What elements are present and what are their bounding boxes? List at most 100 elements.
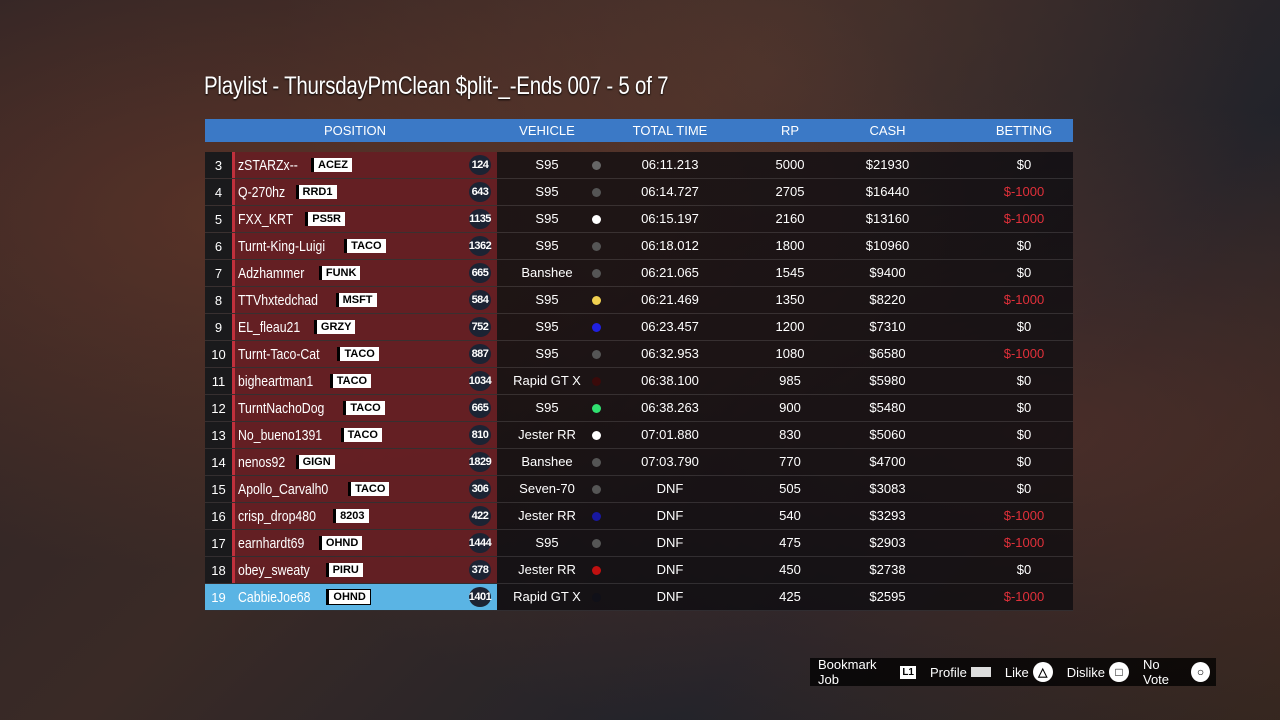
player-panel[interactable]: Turnt-King-Luigi TACO 1362 (232, 233, 497, 259)
betting: $0 (1016, 319, 1032, 334)
table-row[interactable]: 6 Turnt-King-Luigi TACO 1362 S95 06:18.0… (205, 233, 1073, 260)
total-time: DNF (656, 535, 684, 550)
vehicle-color-dot (592, 539, 601, 548)
player-name[interactable]: nenos92 (238, 453, 286, 471)
l1-button-icon: L1 (900, 665, 916, 679)
total-time: DNF (656, 508, 684, 523)
position-number: 9 (205, 314, 232, 340)
position-number: 13 (205, 422, 232, 448)
crew-tag: TACO (344, 239, 386, 253)
rp: 475 (779, 535, 801, 550)
betting: $0 (1016, 454, 1032, 469)
vehicle-color-dot (592, 350, 601, 359)
player-panel[interactable]: earnhardt69 OHND 1444 (232, 530, 497, 556)
col-cash: CASH (869, 123, 906, 138)
player-panel[interactable]: FXX_KRT PS5R 1135 (232, 206, 497, 232)
control-bookmark-job[interactable]: Bookmark Job L1 (818, 657, 916, 687)
table-row[interactable]: 15 Apollo_Carvalh0 TACO 306 Seven-70 DNF… (205, 476, 1073, 503)
player-panel[interactable]: bigheartman1 TACO 1034 (232, 368, 497, 394)
player-panel[interactable]: nenos92 GIGN 1829 (232, 449, 497, 475)
player-name[interactable]: Turnt-King-Luigi (238, 237, 326, 255)
player-panel[interactable]: No_bueno1391 TACO 810 (232, 422, 497, 448)
total-time: 06:21.065 (641, 265, 699, 280)
table-row[interactable]: 8 TTVhxtedchad MSFT 584 S95 06:21.469 13… (205, 287, 1073, 314)
rp: 1200 (775, 319, 805, 334)
player-panel[interactable]: CabbieJoe68 OHND 1401 (232, 584, 497, 610)
player-panel[interactable]: EL_fleau21 GRZY 752 (232, 314, 497, 340)
player-name[interactable]: EL_fleau21 (238, 318, 301, 336)
crew-tag: PIRU (325, 563, 363, 577)
vehicle-color-dot (592, 458, 601, 467)
vehicle-color-dot (592, 431, 601, 440)
player-name[interactable]: TurntNachoDog (238, 399, 325, 417)
control-profile[interactable]: Profile (930, 665, 991, 680)
rp: 1080 (775, 346, 805, 361)
player-name[interactable]: CabbieJoe68 (238, 588, 311, 606)
crew-tag: OHND (318, 536, 363, 550)
player-name[interactable]: Q-270hz (238, 183, 286, 201)
table-row[interactable]: 19 CabbieJoe68 OHND 1401 Rapid GT X DNF … (205, 584, 1073, 611)
player-name[interactable]: crisp_drop480 (238, 507, 316, 525)
vehicle: S95 (535, 238, 559, 253)
player-panel[interactable]: obey_sweaty PIRU 378 (232, 557, 497, 583)
vehicle-color-dot (592, 296, 601, 305)
control-like[interactable]: Like △ (1005, 662, 1053, 682)
total-time: 06:38.100 (641, 373, 699, 388)
rp: 425 (779, 589, 801, 604)
player-name[interactable]: No_bueno1391 (238, 426, 323, 444)
betting: $0 (1016, 238, 1032, 253)
table-row[interactable]: 12 TurntNachoDog TACO 665 S95 06:38.263 … (205, 395, 1073, 422)
player-panel[interactable]: TurntNachoDog TACO 665 (232, 395, 497, 421)
table-row[interactable]: 5 FXX_KRT PS5R 1135 S95 06:15.197 2160 $… (205, 206, 1073, 233)
vehicle-color-dot (592, 188, 601, 197)
table-row[interactable]: 10 Turnt-Taco-Cat TACO 887 S95 06:32.953… (205, 341, 1073, 368)
betting: $-1000 (1003, 589, 1045, 604)
table-row[interactable]: 13 No_bueno1391 TACO 810 Jester RR 07:01… (205, 422, 1073, 449)
player-name[interactable]: bigheartman1 (238, 372, 314, 390)
total-time: DNF (656, 562, 684, 577)
player-name[interactable]: earnhardt69 (238, 534, 305, 552)
rank-badge: 124 (469, 155, 491, 175)
total-time: 06:15.197 (641, 211, 699, 226)
table-row[interactable]: 7 Adzhammer FUNK 665 Banshee 06:21.065 1… (205, 260, 1073, 287)
rp: 1545 (775, 265, 805, 280)
col-position: POSITION (323, 123, 387, 138)
player-name[interactable]: TTVhxtedchad (238, 291, 319, 309)
player-panel[interactable]: TTVhxtedchad MSFT 584 (232, 287, 497, 313)
control-label: Bookmark Job (818, 657, 877, 687)
rp: 2705 (775, 184, 805, 199)
total-time: 06:11.213 (641, 157, 699, 172)
table-row[interactable]: 18 obey_sweaty PIRU 378 Jester RR DNF 45… (205, 557, 1073, 584)
betting: $0 (1016, 157, 1032, 172)
table-row[interactable]: 4 Q-270hz RRD1 643 S95 06:14.727 2705 $1… (205, 179, 1073, 206)
player-panel[interactable]: Adzhammer FUNK 665 (232, 260, 497, 286)
cash: $16440 (865, 184, 910, 199)
player-panel[interactable]: Turnt-Taco-Cat TACO 887 (232, 341, 497, 367)
player-panel[interactable]: Apollo_Carvalh0 TACO 306 (232, 476, 497, 502)
table-row[interactable]: 9 EL_fleau21 GRZY 752 S95 06:23.457 1200… (205, 314, 1073, 341)
table-row[interactable]: 14 nenos92 GIGN 1829 Banshee 07:03.790 7… (205, 449, 1073, 476)
player-panel[interactable]: zSTARZx-- ACEZ 124 (232, 152, 497, 178)
cash: $5480 (869, 400, 906, 415)
control-no-vote[interactable]: No Vote ○ (1143, 657, 1210, 687)
vehicle-color-dot (592, 215, 601, 224)
player-name[interactable]: zSTARZx-- (238, 156, 298, 174)
rank-badge: 422 (469, 506, 491, 526)
player-name[interactable]: Turnt-Taco-Cat (238, 345, 320, 363)
player-name[interactable]: Adzhammer (238, 264, 305, 282)
table-row[interactable]: 17 earnhardt69 OHND 1444 S95 DNF 475 $29… (205, 530, 1073, 557)
rp: 830 (779, 427, 801, 442)
betting: $0 (1016, 400, 1032, 415)
table-row[interactable]: 3 zSTARZx-- ACEZ 124 S95 06:11.213 5000 … (205, 152, 1073, 179)
table-row[interactable]: 11 bigheartman1 TACO 1034 Rapid GT X 06:… (205, 368, 1073, 395)
rp: 450 (779, 562, 801, 577)
player-name[interactable]: Apollo_Carvalh0 (238, 480, 329, 498)
vehicle-color-dot (592, 512, 601, 521)
player-panel[interactable]: crisp_drop480 8203 422 (232, 503, 497, 529)
player-name[interactable]: FXX_KRT (238, 210, 294, 228)
player-panel[interactable]: Q-270hz RRD1 643 (232, 179, 497, 205)
control-dislike[interactable]: Dislike □ (1067, 662, 1129, 682)
table-row[interactable]: 16 crisp_drop480 8203 422 Jester RR DNF … (205, 503, 1073, 530)
cash: $10960 (865, 238, 910, 253)
player-name[interactable]: obey_sweaty (238, 561, 310, 579)
